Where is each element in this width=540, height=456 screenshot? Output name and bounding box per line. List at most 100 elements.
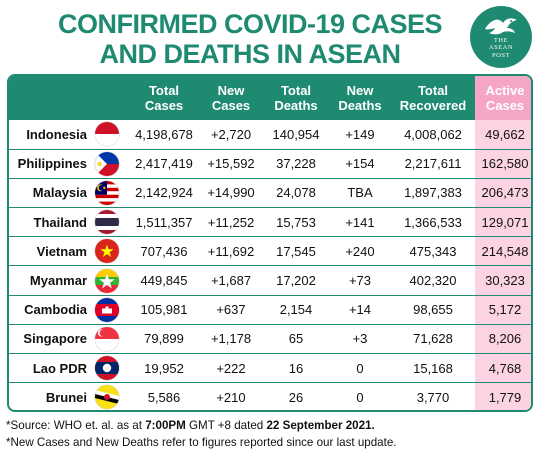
table-row: Philippines 2,417,419 +15,592 37,228 +154 2,2… (9, 149, 531, 179)
header-flag (93, 76, 129, 120)
country-name: Singapore (9, 324, 93, 355)
country-name: Indonesia (9, 120, 93, 150)
logo-text-asean: ASEAN (488, 44, 514, 52)
source-prefix: *Source: WHO et. al. as at (6, 419, 146, 432)
cell-total-deaths: 65 (263, 324, 329, 355)
cell-new-deaths: 0 (329, 382, 391, 410)
country-name: Lao PDR (9, 353, 93, 384)
country-name: Malaysia (9, 178, 93, 209)
country-name: Vietnam (9, 236, 93, 267)
page-title: CONFIRMED COVID-19 CASES AND DEATHS IN A… (40, 9, 460, 69)
cell-total-recovered: 3,770 (391, 382, 475, 410)
header-total-deaths: Total Deaths (263, 76, 329, 120)
malaysia-flag-icon (95, 180, 119, 205)
flag-cell (93, 236, 129, 267)
cell-total-deaths: 16 (263, 353, 329, 384)
country-name: Thailand (9, 207, 93, 238)
cell-total-recovered: 1,366,533 (391, 207, 475, 238)
flag-cell (93, 295, 129, 325)
flag-cell (93, 265, 129, 296)
cell-active-cases: 30,323 (475, 265, 531, 296)
cambodia-flag-icon (95, 297, 119, 322)
cell-total-cases: 105,981 (129, 295, 199, 325)
flag-cell (93, 120, 129, 150)
cell-total-deaths: 26 (263, 382, 329, 410)
header-new-cases: New Cases (199, 76, 263, 120)
cell-new-cases: +2,720 (199, 120, 263, 150)
source-time: 7:00PM (145, 419, 186, 432)
cell-active-cases: 4,768 (475, 353, 531, 384)
cell-active-cases: 5,172 (475, 295, 531, 325)
header-total-cases: Total Cases (129, 76, 199, 120)
flag-cell (93, 353, 129, 384)
cell-new-cases: +11,692 (199, 236, 263, 267)
header-active-cases: Active Cases (475, 76, 531, 120)
indonesia-flag-icon (95, 122, 119, 147)
cell-new-deaths: +240 (329, 236, 391, 267)
title-line-1: CONFIRMED COVID-19 CASES (57, 9, 443, 39)
source-date: 22 September 2021. (266, 419, 375, 432)
logo-text-the: THE (493, 36, 509, 44)
cell-total-deaths: 17,545 (263, 236, 329, 267)
country-name: Cambodia (9, 295, 93, 325)
table-row: Singapore 79,899 +1,178 65 +3 71,628 8,206 (9, 324, 531, 355)
cell-total-recovered: 2,217,611 (391, 149, 475, 179)
cell-total-cases: 79,899 (129, 324, 199, 355)
cell-new-deaths: +14 (329, 295, 391, 325)
cell-active-cases: 162,580 (475, 149, 531, 179)
cell-new-deaths: +3 (329, 324, 391, 355)
header-total-recovered: Total Recovered (391, 76, 475, 120)
table-row: Myanmar 449,845 +1,687 17,202 +73 402,320 30,3… (9, 265, 531, 296)
myanmar-flag-icon (95, 268, 119, 293)
cell-total-cases: 1,511,357 (129, 207, 199, 238)
cell-total-recovered: 1,897,383 (391, 178, 475, 209)
header-country (9, 76, 93, 120)
asean-post-logo: THE ASEAN POST (470, 6, 532, 68)
source-mid: GMT +8 dated (185, 419, 267, 432)
bird-icon (485, 18, 517, 35)
flag-cell (93, 324, 129, 355)
cell-total-recovered: 71,628 (391, 324, 475, 355)
cell-total-deaths: 24,078 (263, 178, 329, 209)
singapore-flag-icon (95, 326, 119, 351)
cell-new-deaths: 0 (329, 353, 391, 384)
cell-total-deaths: 37,228 (263, 149, 329, 179)
cell-total-cases: 449,845 (129, 265, 199, 296)
logo-text-post: POST (492, 51, 510, 59)
cell-new-cases: +210 (199, 382, 263, 410)
cell-total-cases: 2,142,924 (129, 178, 199, 209)
table-row: Cambodia 105,981 +637 2,154 +14 98,655 5,172 (9, 295, 531, 325)
footnotes: *Source: WHO et. al. as at 7:00PM GMT +8… (6, 417, 534, 451)
cell-active-cases: 206,473 (475, 178, 531, 209)
country-name: Brunei (9, 382, 93, 410)
cell-total-cases: 2,417,419 (129, 149, 199, 179)
cell-new-cases: +1,178 (199, 324, 263, 355)
country-name: Philippines (9, 149, 93, 179)
cell-active-cases: 8,206 (475, 324, 531, 355)
cell-new-deaths: TBA (329, 178, 391, 209)
cell-total-deaths: 17,202 (263, 265, 329, 296)
cell-total-cases: 19,952 (129, 353, 199, 384)
cell-total-deaths: 140,954 (263, 120, 329, 150)
cell-new-deaths: +154 (329, 149, 391, 179)
cell-active-cases: 129,071 (475, 207, 531, 238)
cell-new-cases: +637 (199, 295, 263, 325)
country-name: Myanmar (9, 265, 93, 296)
cell-new-cases: +15,592 (199, 149, 263, 179)
table-row: Brunei 5,586 +210 26 0 3,770 1,779 (9, 382, 531, 410)
flag-cell (93, 382, 129, 410)
table-row: Vietnam 707,436 +11,692 17,545 +240 475,343 21… (9, 236, 531, 267)
cell-new-cases: +11,252 (199, 207, 263, 238)
thailand-flag-icon (95, 210, 119, 235)
brunei-flag-icon (95, 385, 119, 410)
cell-active-cases: 214,548 (475, 236, 531, 267)
covid-table: Total Cases New Cases Total Deaths New D… (7, 74, 533, 412)
title-line-2: AND DEATHS IN ASEAN (99, 39, 401, 69)
cell-total-recovered: 15,168 (391, 353, 475, 384)
cell-new-deaths: +149 (329, 120, 391, 150)
header-new-deaths: New Deaths (329, 76, 391, 120)
cell-new-deaths: +73 (329, 265, 391, 296)
vietnam-flag-icon (95, 239, 119, 264)
cell-new-deaths: +141 (329, 207, 391, 238)
cell-new-cases: +222 (199, 353, 263, 384)
